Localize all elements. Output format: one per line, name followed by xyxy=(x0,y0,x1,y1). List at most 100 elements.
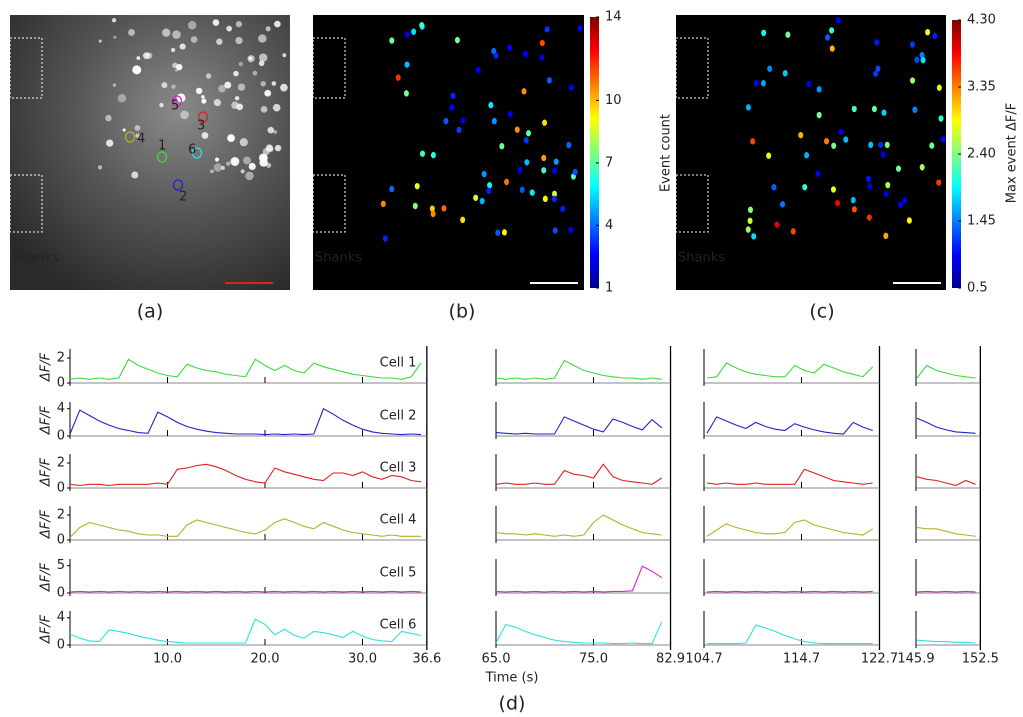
shank-outline xyxy=(675,37,709,99)
colorbar-tick-label: 3.35 xyxy=(967,80,996,95)
roi xyxy=(542,119,548,126)
cell-blob xyxy=(237,83,246,91)
cell-blob xyxy=(267,126,275,134)
roi xyxy=(873,70,879,77)
cell-blob xyxy=(201,132,209,139)
roi xyxy=(902,197,908,204)
panel-label: (b) xyxy=(449,301,476,323)
cell-blob xyxy=(187,20,197,30)
y-tick-label: 2 xyxy=(57,456,65,471)
trace xyxy=(916,364,976,379)
roi xyxy=(867,183,873,190)
y-axis-label: ΔF/F xyxy=(39,562,54,592)
roi xyxy=(507,110,513,118)
cell-number: 2 xyxy=(179,190,187,205)
roi xyxy=(868,141,874,149)
roi xyxy=(761,29,767,37)
roi xyxy=(914,56,920,63)
roi xyxy=(450,92,456,100)
roi xyxy=(804,152,810,159)
panel-c: Shanks (c) 0.5 1.45 2.40 3.35 4.30 Max event ΔF… xyxy=(675,13,1020,323)
roi xyxy=(507,44,513,51)
cell-blob xyxy=(170,47,176,53)
y-axis-label: ΔF/F xyxy=(39,352,54,382)
roi xyxy=(552,227,558,234)
cell-blob xyxy=(143,52,150,60)
roi xyxy=(936,84,942,91)
micrograph xyxy=(10,15,290,290)
cell-name: Cell 2 xyxy=(380,409,417,424)
y-tick-label: 2 xyxy=(57,508,65,523)
x-tick-label: 30.0 xyxy=(348,652,377,667)
roi xyxy=(909,41,915,48)
roi xyxy=(380,200,386,208)
cell-name: Cell 5 xyxy=(380,566,417,581)
roi xyxy=(838,128,844,135)
cell-blob xyxy=(273,130,278,134)
y-tick-label: 4 xyxy=(57,610,65,625)
roi xyxy=(745,226,751,233)
y-tick-label: 4 xyxy=(57,401,65,416)
roi xyxy=(829,45,835,52)
roi xyxy=(831,142,837,149)
roi xyxy=(412,202,418,210)
roi xyxy=(884,141,890,149)
roi xyxy=(539,39,545,47)
roi xyxy=(460,216,466,223)
x-tick-label: 10.0 xyxy=(153,652,182,667)
roi xyxy=(514,126,520,133)
y-tick-label: 0 xyxy=(57,533,65,548)
x-tick-label: 82.9 xyxy=(656,652,685,667)
colorbar-tick-label: 4.30 xyxy=(967,13,996,28)
shank-outline xyxy=(312,37,346,99)
cell-blob xyxy=(233,70,239,77)
roi xyxy=(449,104,455,111)
cell-blob xyxy=(213,163,223,172)
roi xyxy=(829,27,835,34)
cell-blob xyxy=(201,95,205,99)
trace xyxy=(69,518,421,538)
cell-blob xyxy=(213,99,221,107)
shank-outline xyxy=(9,37,43,99)
cell-blob xyxy=(243,156,251,165)
roi xyxy=(495,229,501,236)
roi xyxy=(919,51,925,59)
cell-blob xyxy=(162,28,171,37)
trace xyxy=(706,590,873,593)
amplitude-map xyxy=(676,15,946,290)
cell-blob xyxy=(135,133,140,138)
cell-blob xyxy=(106,139,114,147)
cell-blob xyxy=(201,98,207,104)
trace xyxy=(69,463,422,487)
x-tick-label: 20.0 xyxy=(251,652,280,667)
roi xyxy=(938,115,944,122)
trace xyxy=(495,514,662,537)
roi xyxy=(785,31,791,38)
trace xyxy=(916,417,976,434)
roi xyxy=(404,31,410,38)
roi xyxy=(546,77,552,84)
roi xyxy=(906,217,912,224)
roi xyxy=(566,141,572,149)
roi xyxy=(488,101,494,109)
roi xyxy=(542,195,548,203)
y-tick-label: 0 xyxy=(57,638,65,653)
roi xyxy=(885,181,891,189)
trace xyxy=(69,358,422,380)
cell-blob xyxy=(212,19,220,26)
cell-blob xyxy=(128,29,135,36)
trace xyxy=(69,590,422,593)
roi xyxy=(395,74,401,81)
trace xyxy=(69,618,422,644)
roi xyxy=(481,170,487,178)
cell-blob xyxy=(280,83,288,92)
cell-blob xyxy=(274,20,281,28)
roi xyxy=(568,84,574,91)
roi xyxy=(920,56,926,64)
roi xyxy=(910,77,916,84)
y-tick-label: 2 xyxy=(57,351,65,366)
colorbar-tick-label: 10 xyxy=(605,93,622,108)
roi xyxy=(560,205,566,212)
